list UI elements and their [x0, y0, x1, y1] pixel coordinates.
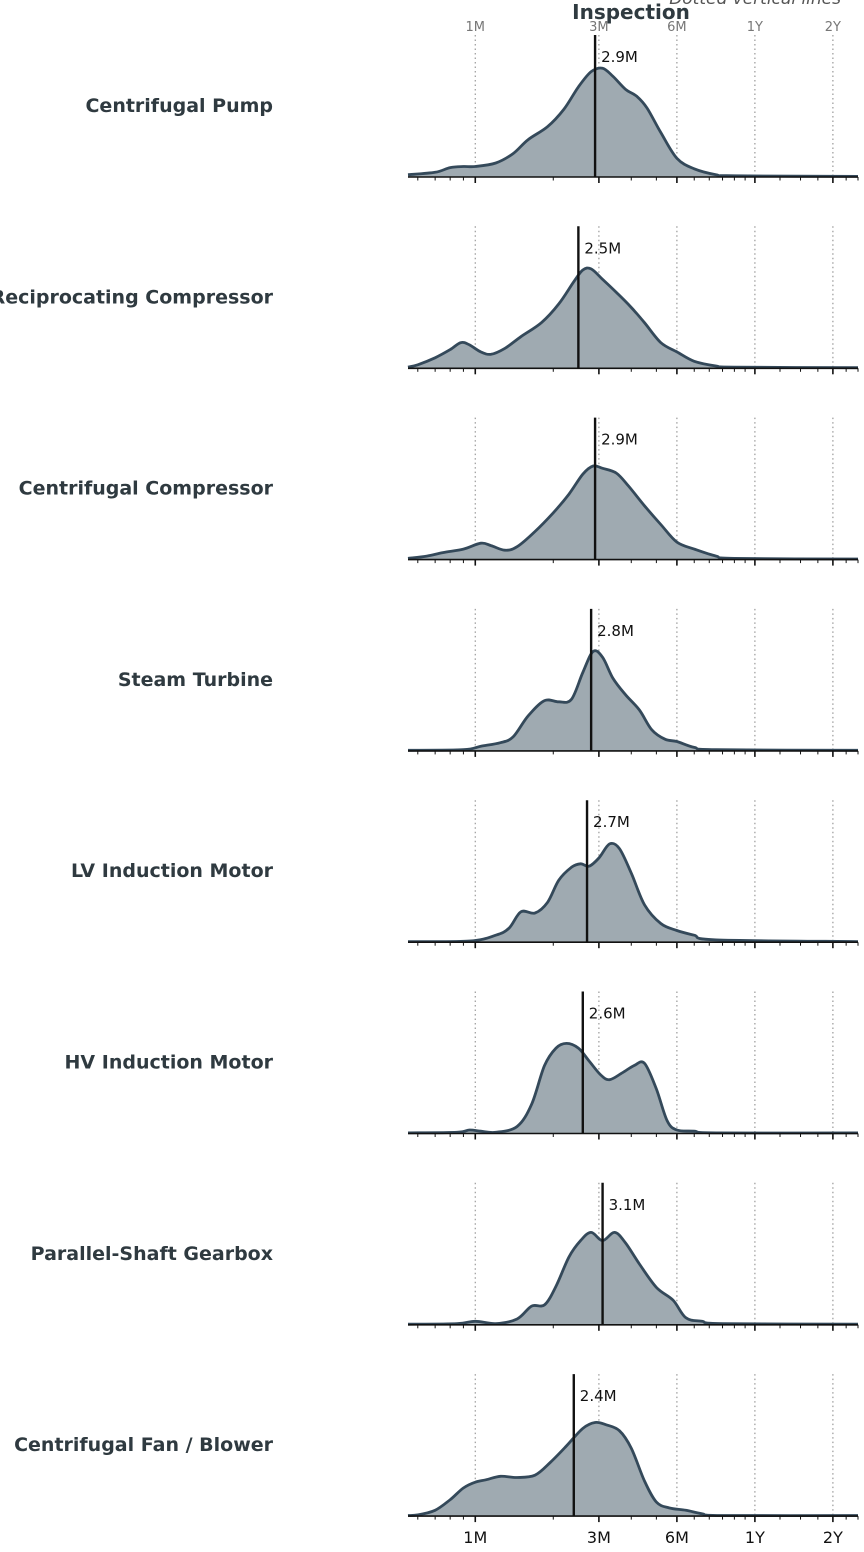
top-tick-label: 3M: [589, 20, 609, 35]
ridge-row: Steam Turbine 2.8M: [118, 608, 859, 757]
top-tick-labels: 1M 3M 6M 1Y 2Y: [466, 20, 842, 35]
density-area: [408, 67, 858, 177]
series-label: Reciprocating Compressor: [0, 286, 274, 308]
density-line: [407, 66, 859, 178]
median-label: 2.9M: [601, 431, 638, 449]
series-label: HV Induction Motor: [65, 1052, 274, 1074]
ridge-row: Centrifugal Pump 2.9M: [85, 35, 859, 183]
chart-title: Inspection: [572, 0, 690, 24]
density-area: [408, 1422, 858, 1517]
series-label: Centrifugal Pump: [85, 95, 273, 117]
series-label: Steam Turbine: [118, 669, 273, 691]
density-area: [408, 650, 858, 751]
density-line: [407, 1042, 859, 1135]
density-area: [408, 465, 858, 560]
ridge-rows: Centrifugal Pump 2.9M Reciprocating Compre…: [0, 35, 859, 1523]
series-label: LV Induction Motor: [71, 860, 274, 882]
top-tick-label: 1M: [466, 20, 486, 35]
series-label: Parallel-Shaft Gearbox: [31, 1243, 273, 1265]
density-line: [407, 841, 859, 944]
bottom-tick-labels: 1M 3M 6M 1Y 2Y: [463, 1528, 843, 1547]
density-area: [408, 1043, 858, 1134]
median-label: 2.4M: [580, 1387, 617, 1405]
median-label: 2.7M: [593, 813, 630, 831]
ridge-row: Centrifugal Compressor 2.9M: [19, 417, 859, 566]
density-line: [407, 464, 859, 561]
bottom-tick-label: 1M: [463, 1528, 487, 1547]
series-label: Centrifugal Fan / Blower: [14, 1434, 274, 1456]
bottom-tick-label: 6M: [665, 1528, 689, 1547]
density-line: [407, 266, 859, 370]
bottom-tick-label: 2Y: [823, 1528, 843, 1547]
density-line: [407, 1420, 859, 1518]
bottom-tick-label: 1Y: [745, 1528, 765, 1547]
top-tick-label: 2Y: [825, 20, 841, 35]
ridge-row: Centrifugal Fan / Blower 2.4M: [14, 1374, 859, 1523]
top-tick-label: 6M: [667, 20, 687, 35]
bottom-tick-label: 3M: [587, 1528, 611, 1547]
series-label: Centrifugal Compressor: [19, 478, 274, 500]
median-label: 2.6M: [589, 1005, 626, 1023]
density-area: [408, 1232, 858, 1325]
median-label: 3.1M: [609, 1196, 646, 1214]
ridge-row: HV Induction Motor 2.6M: [65, 991, 859, 1140]
median-label: 2.8M: [597, 622, 634, 640]
density-line: [407, 1231, 859, 1326]
density-area: [408, 267, 858, 369]
top-tick-label: 1Y: [747, 20, 763, 35]
ridge-row: Reciprocating Compressor 2.5M: [0, 226, 859, 375]
ridge-row: Parallel-Shaft Gearbox 3.1M: [31, 1182, 859, 1331]
median-label: 2.9M: [601, 48, 638, 66]
chart-note: Dotted vertical lines: [669, 0, 841, 9]
median-label: 2.5M: [584, 239, 621, 257]
ridge-row: LV Induction Motor 2.7M: [71, 800, 859, 949]
density-area: [408, 843, 858, 943]
density-line: [407, 649, 859, 752]
